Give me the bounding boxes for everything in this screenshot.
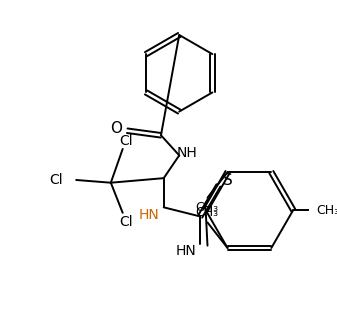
Text: CH₃: CH₃ (195, 206, 218, 219)
Text: CH₃: CH₃ (195, 201, 218, 214)
Text: O: O (110, 121, 122, 136)
Text: HN: HN (175, 244, 196, 258)
Text: HN: HN (139, 208, 159, 222)
Text: S: S (223, 173, 233, 188)
Text: Cl: Cl (120, 134, 133, 148)
Text: Cl: Cl (120, 215, 133, 229)
Text: CH₃: CH₃ (316, 204, 337, 217)
Text: NH: NH (176, 146, 197, 160)
Text: Cl: Cl (49, 173, 63, 187)
